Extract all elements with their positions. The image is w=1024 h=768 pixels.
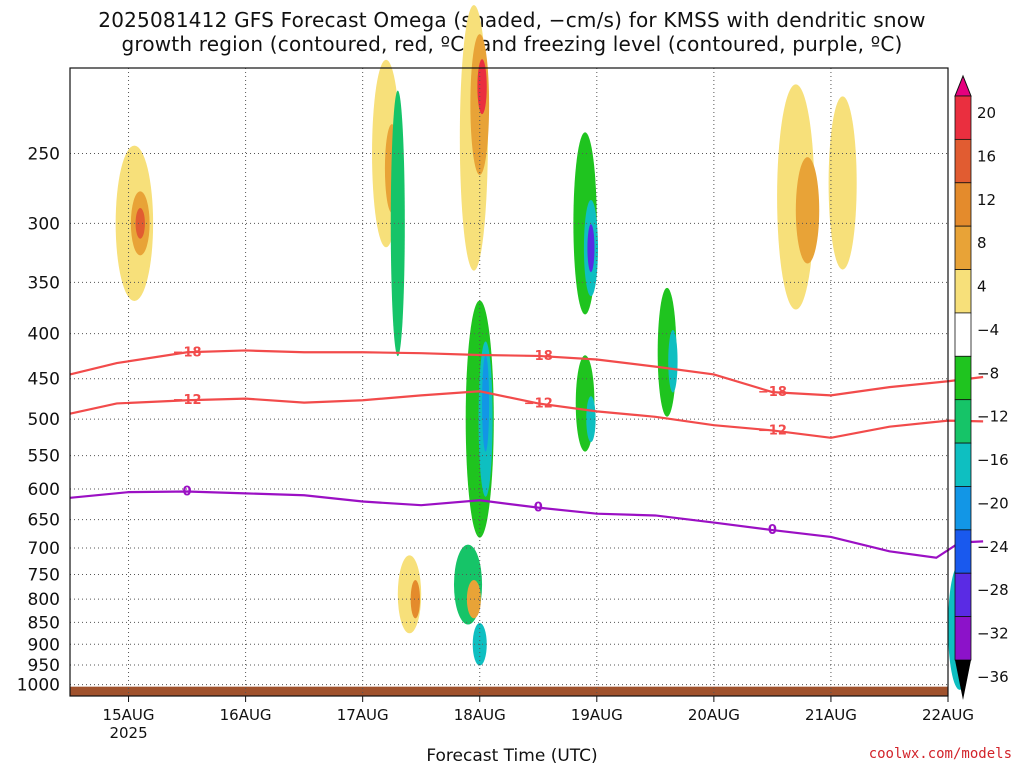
colorbar-label: −8 [977,364,999,382]
y-tick-label: 350 [28,273,60,293]
x-tick-label: 19AUG [571,706,623,724]
contour-label: 0 [768,523,777,538]
contour-label: −12 [758,423,787,438]
chart-title-line2: growth region (contoured, red, ºC) and f… [121,32,903,56]
y-tick-label: 750 [28,565,60,585]
colorbar-band [954,225,972,270]
x-tick-label: 16AUG [220,706,272,724]
colorbar-band [954,616,972,661]
x-axis-label: Forecast Time (UTC) [426,746,598,766]
x-tick-label: 21AUG [805,706,857,724]
colorbar-label: 8 [977,234,987,252]
colorbar-label: −24 [977,538,1009,556]
colorbar-band [954,572,972,618]
y-tick-label: 850 [28,613,60,633]
y-tick-label: 300 [28,214,60,234]
colorbar-top-arrow [954,74,972,97]
contour-line [69,390,984,439]
chart-title-line1: 2025081412 GFS Forecast Omega (shaded, −… [98,8,926,32]
y-tick-label: 900 [28,635,60,655]
contour-label: −18 [173,345,202,360]
x-tick-label: 17AUG [337,706,389,724]
contour-label: −12 [173,393,202,408]
colorbar-bottom-arrow [955,660,971,700]
omega-shade [795,157,820,264]
y-tick-label: 500 [28,410,60,430]
x-tick-label: 15AUG [103,706,155,724]
colorbar-label: −20 [977,494,1009,512]
x-tick-label: 22AUG [922,706,974,724]
colorbar-band [954,442,972,487]
watermark: coolwx.com/models [868,746,1012,762]
y-tick-label: 400 [28,325,60,345]
contour-label: 0 [534,501,543,516]
colorbar-label: −4 [977,321,999,339]
colorbar-label: 20 [977,104,996,122]
colorbar-band [954,95,972,140]
contour-line [69,349,984,397]
omega-shade [135,208,145,239]
colorbar-label: −32 [977,625,1009,643]
colorbar-band [954,355,972,401]
colorbar-label: −28 [977,581,1009,599]
y-tick-label: 600 [28,480,60,500]
x-tick-subtext: 2025 [109,724,147,742]
colorbar-band [954,486,972,531]
colorbar-label: −16 [977,451,1009,469]
y-tick-label: 700 [28,539,60,559]
colorbar-label: −36 [977,668,1009,686]
y-tick-label: 800 [28,590,60,610]
y-tick-label: 1000 [17,676,60,696]
y-tick-label: 450 [28,370,60,390]
omega-shade [587,224,595,273]
y-tick-label: 950 [28,656,60,676]
colorbar-band [954,399,972,444]
x-tick-label: 18AUG [454,706,506,724]
contour-label: −12 [524,396,553,411]
ground-shade [70,686,948,696]
y-tick-label: 550 [28,447,60,467]
contour-label: −18 [758,385,787,400]
colorbar-label: 4 [977,278,987,296]
omega-shade [390,90,405,357]
plot-frame [69,67,949,697]
omega-shade [466,580,481,619]
colorbar-band [954,138,972,184]
colorbar-band [954,529,972,574]
colorbar-label: 16 [977,147,996,165]
colorbar-band [954,312,972,357]
plot-area [70,68,948,696]
colorbar-band [954,269,972,314]
x-tick-label: 20AUG [688,706,740,724]
y-tick-label: 250 [28,144,60,164]
omega-shade [668,330,678,393]
omega-shade [410,580,421,619]
colorbar-label: −12 [977,408,1009,426]
contour-label: −18 [524,349,553,364]
contour-line [69,490,984,559]
contour-label: 0 [183,484,192,499]
omega-shade [482,355,490,452]
colorbar-band [954,182,972,227]
omega-shade [828,96,857,270]
colorbar-label: 12 [977,191,996,209]
y-tick-label: 650 [28,511,60,531]
